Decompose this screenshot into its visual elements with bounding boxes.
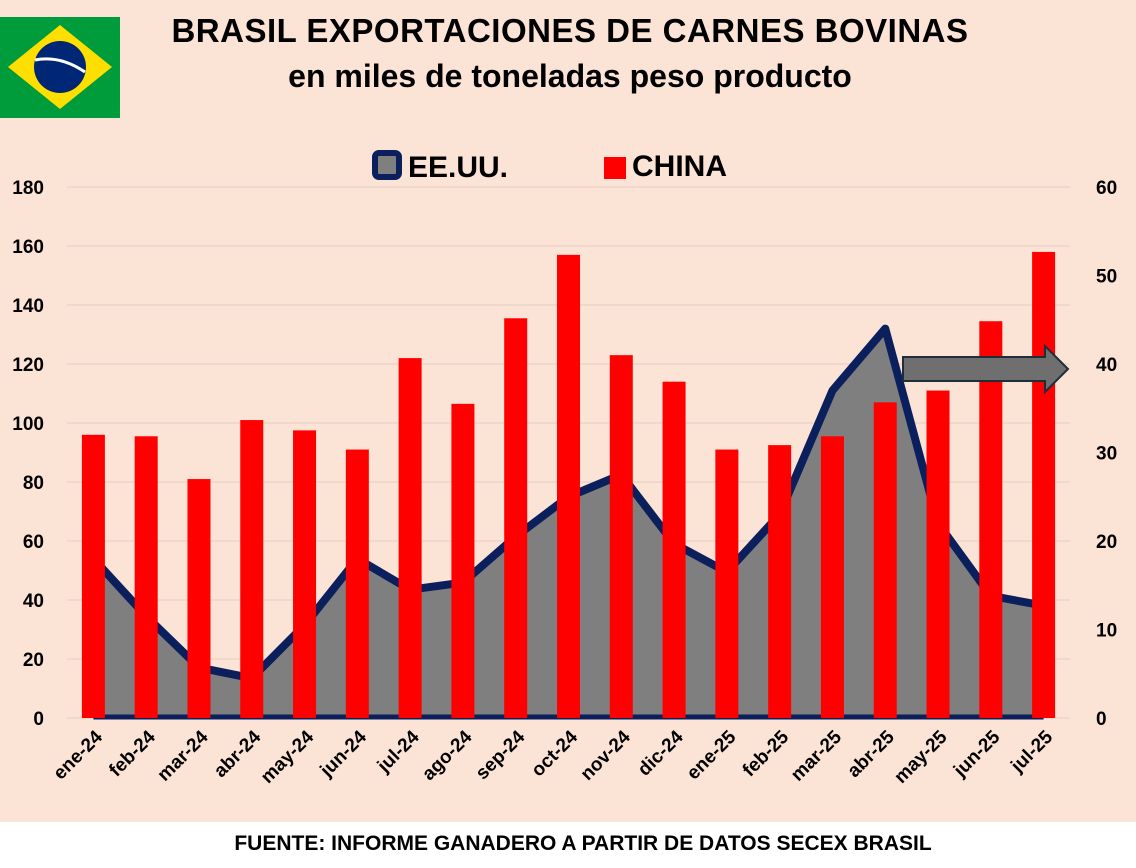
x-tick-label: nov-24 <box>577 726 635 784</box>
y-tick-left: 80 <box>23 473 44 494</box>
y-tick-right: 10 <box>1096 621 1117 642</box>
y-axis-right-ticks: 0 10 20 30 40 50 60 <box>1096 178 1117 730</box>
x-tick-label: jul-24 <box>373 726 424 777</box>
y-tick-left: 120 <box>12 355 44 376</box>
china-bar <box>293 430 317 718</box>
brazil-flag-icon <box>0 17 120 118</box>
china-bar <box>979 321 1003 718</box>
china-bar <box>609 355 633 718</box>
footer-band <box>0 822 1136 868</box>
y-tick-left: 40 <box>23 591 44 612</box>
arrow-right-icon <box>902 343 1070 395</box>
china-bar <box>345 449 369 718</box>
y-tick-left: 0 <box>33 709 44 730</box>
china-bar <box>926 390 950 718</box>
china-bar <box>187 479 211 718</box>
y-tick-left: 140 <box>12 296 44 317</box>
y-tick-right: 30 <box>1096 444 1117 465</box>
china-bar <box>1032 251 1056 718</box>
china-bar <box>715 449 739 718</box>
y-tick-left: 20 <box>23 650 44 671</box>
china-bar <box>240 420 264 718</box>
y-tick-right: 60 <box>1096 178 1117 199</box>
y-tick-left: 100 <box>12 414 44 435</box>
x-tick-label: jun-25 <box>949 726 1004 781</box>
china-bar <box>398 358 422 718</box>
y-tick-right: 20 <box>1096 532 1117 553</box>
china-bar <box>134 436 158 718</box>
x-tick-label: may-25 <box>890 726 951 787</box>
x-tick-label: mar-24 <box>154 726 213 785</box>
x-tick-label: jul-25 <box>1006 726 1057 777</box>
x-tick-label: feb-24 <box>105 726 160 781</box>
china-bar <box>768 445 792 718</box>
legend-label-usa: EE.UU. <box>408 151 509 184</box>
legend-label-china: CHINA <box>632 150 727 183</box>
x-tick-label: sep-24 <box>472 726 530 784</box>
china-bar <box>557 254 580 718</box>
x-tick-label: mar-25 <box>787 726 846 785</box>
y-tick-right: 50 <box>1096 267 1117 288</box>
y-tick-right: 0 <box>1096 709 1107 730</box>
x-tick-label: may-24 <box>257 726 318 787</box>
china-bar <box>662 381 686 718</box>
china-bar-series <box>81 251 1056 718</box>
china-bar <box>81 434 105 718</box>
source-note: FUENTE: INFORME GANADERO A PARTIR DE DAT… <box>234 832 932 855</box>
x-tick-label: dic-24 <box>634 726 688 780</box>
x-tick-label: ago-24 <box>418 726 476 784</box>
legend-item-china: CHINA <box>604 150 727 184</box>
x-tick-label: jun-24 <box>316 726 371 781</box>
china-bar <box>451 403 475 718</box>
y-tick-left: 60 <box>23 532 44 553</box>
y-tick-right: 40 <box>1096 355 1117 376</box>
x-tick-label: feb-25 <box>739 726 794 781</box>
legend-item-usa: EE.UU. <box>372 150 508 185</box>
china-bar <box>504 318 528 718</box>
china-bar <box>873 402 897 718</box>
chart-subtitle: en miles de toneladas peso producto <box>288 58 852 94</box>
china-bar <box>820 436 844 718</box>
y-tick-left: 160 <box>12 237 44 258</box>
legend-swatch-usa <box>372 150 402 180</box>
y-tick-left: 180 <box>12 178 44 199</box>
x-tick-label: ene-25 <box>683 726 741 784</box>
legend-swatch-china <box>604 157 626 179</box>
y-axis-left-ticks: 0 20 40 60 80 100 120 140 160 180 <box>12 178 44 730</box>
x-tick-label: ene-24 <box>50 726 108 784</box>
chart-title: BRASIL EXPORTACIONES DE CARNES BOVINAS <box>171 12 969 49</box>
x-tick-label: oct-24 <box>528 726 583 781</box>
